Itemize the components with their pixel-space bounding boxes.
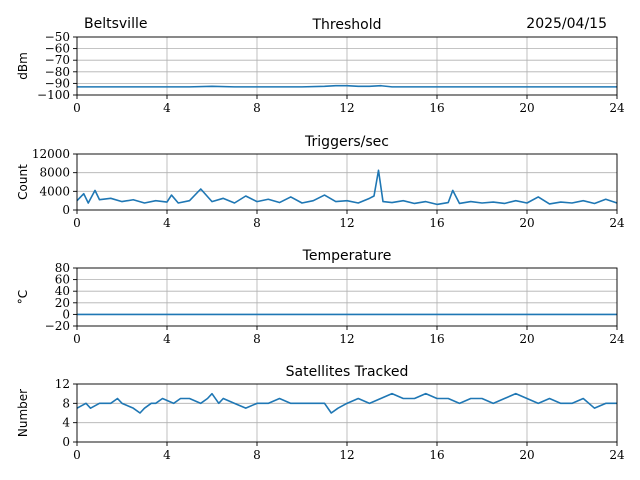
y-tick-label: 60 [55,273,70,287]
x-tick-label: 8 [253,216,261,230]
y-axis-label: °C [16,290,30,304]
y-tick-label: −70 [45,53,70,67]
panel-4: 0 4 8 12 16 20 24 0 4 8 12 Satellites Tracked Number [16,364,625,462]
x-tick-label: 24 [609,216,625,230]
x-tick-label: 0 [73,101,81,115]
y-tick-label: −50 [45,30,70,44]
x-tick-label: 4 [163,332,171,346]
x-tick-label: 16 [429,101,444,115]
y-axis-label: Count [16,164,30,200]
x-tick-label: 24 [609,101,625,115]
series-line [76,169,618,206]
y-tick-label: 0 [62,435,70,449]
y-tick-label: −60 [45,42,70,56]
y-tick-label: 12 [55,377,70,391]
x-tick-label: 4 [163,448,171,462]
y-tick-label: −20 [45,319,70,333]
y-tick-label: −100 [37,88,70,102]
x-tick-label: 16 [429,216,444,230]
y-tick-label: 12000 [32,147,70,161]
x-tick-label: 12 [339,101,354,115]
x-tick-label: 20 [519,332,534,346]
x-tick-label: 4 [163,101,171,115]
x-tick-label: 12 [339,448,354,462]
chart-title: Triggers/sec [304,134,389,150]
x-tick-label: 20 [519,448,534,462]
x-tick-label: 8 [253,448,261,462]
y-tick-label: 4 [62,416,70,430]
series-line [76,392,617,414]
x-tick-label: 24 [609,448,625,462]
x-tick-label: 24 [609,332,625,346]
y-tick-label: 8 [62,396,70,410]
x-tick-label: 20 [519,216,534,230]
x-tick-label: 8 [253,332,261,346]
series-line [77,84,617,88]
report-date: 2025/04/15 [526,16,607,32]
y-tick-label: 4000 [39,184,70,198]
x-tick-label: 12 [339,332,354,346]
x-tick-label: 4 [163,216,171,230]
y-tick-label: 20 [55,296,70,310]
chart-title: Threshold [312,17,382,33]
x-tick-label: 8 [253,101,261,115]
x-tick-label: 0 [73,216,81,230]
y-axis-label: dBm [16,52,30,80]
panel-1: 0 4 8 12 16 20 24 −100−90−80−70−60−50 Threshold d… [16,17,625,115]
x-tick-label: 12 [339,216,354,230]
y-tick-label: −90 [45,76,70,90]
x-tick-label: 16 [429,448,444,462]
y-tick-label: 0 [62,307,70,321]
y-tick-label: 0 [62,203,70,217]
chart-title: Satellites Tracked [286,364,409,380]
x-tick-label: 16 [429,332,444,346]
site-name: Beltsville [84,16,147,32]
y-axis-label: Number [16,389,30,437]
x-tick-label: 0 [73,332,81,346]
chart-title: Temperature [302,248,392,264]
chart-panels: 0 4 8 12 16 20 24 −100−90−80−70−60−50 Threshold d… [16,17,625,462]
y-tick-label: 40 [55,284,70,298]
y-tick-label: −80 [45,65,70,79]
panel-2: 0 4 8 12 16 20 24 0 4000 8000 12000 Triggers/sec Cou… [16,134,625,230]
x-tick-label: 20 [519,101,534,115]
y-tick-label: 8000 [39,166,70,180]
x-tick-label: 0 [73,448,81,462]
y-tick-label: 80 [55,261,70,275]
